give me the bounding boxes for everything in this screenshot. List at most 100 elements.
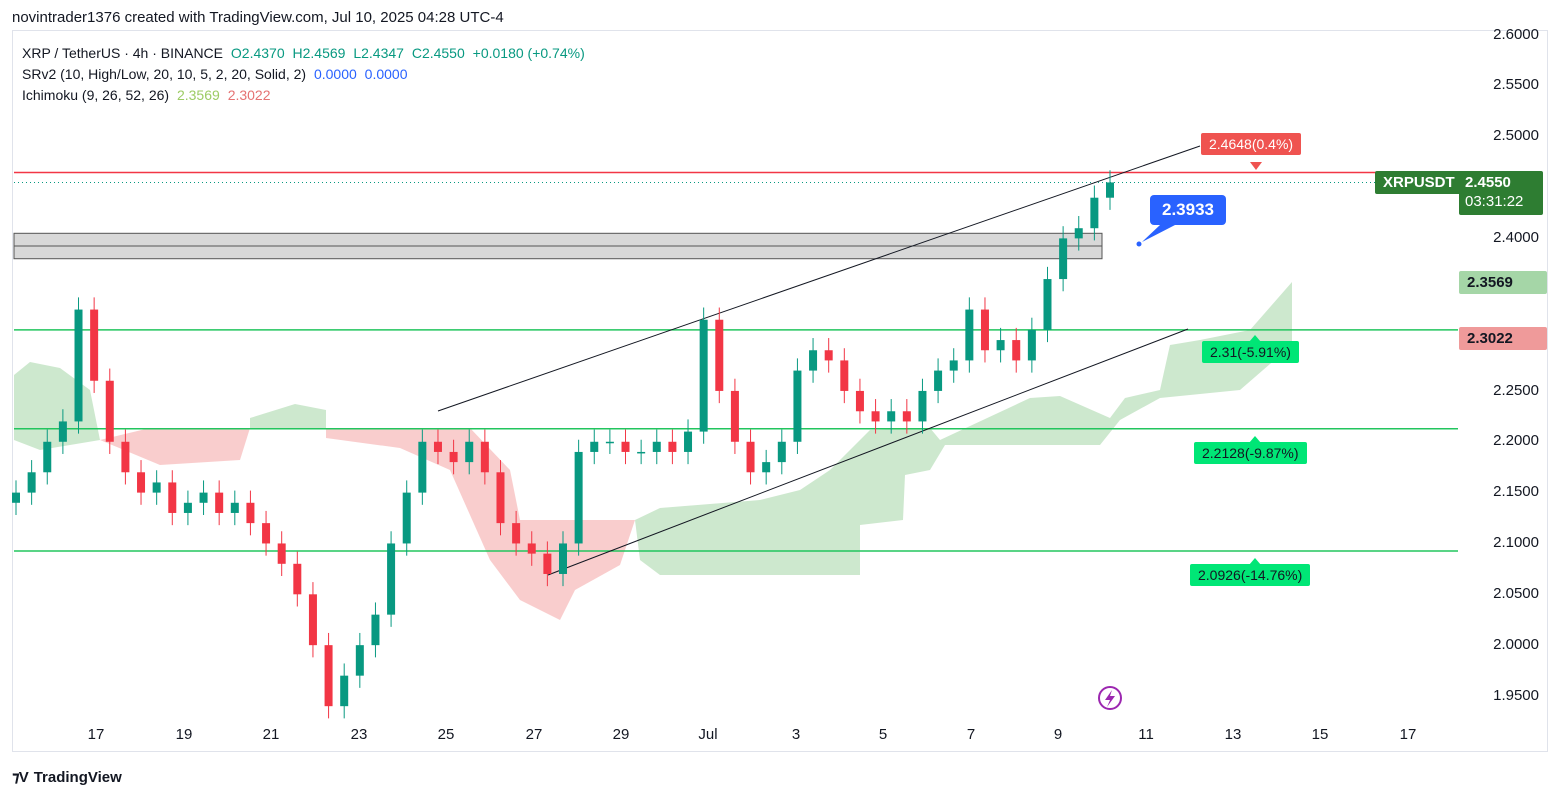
x-tick: 5 — [878, 726, 888, 743]
resistance-label-pointer — [1250, 162, 1262, 170]
y-tick: 2.1500 — [1493, 483, 1539, 500]
legend-symbol-row: XRP / TetherUS · 4h · BINANCE O2.4370 H2… — [22, 45, 589, 61]
candle-body — [793, 370, 802, 442]
callout-pointer — [1142, 225, 1175, 242]
candle-body — [183, 502, 192, 513]
x-tick: 7 — [966, 726, 976, 743]
y-tick: 2.1000 — [1493, 534, 1539, 551]
x-tick: Jul — [698, 726, 718, 743]
candle-body — [137, 472, 146, 493]
support-label-2: 2.2128(-9.87%) — [1194, 442, 1307, 464]
x-tick: 9 — [1053, 726, 1063, 743]
tradingview-logo[interactable]: ⁊V TradingView — [12, 768, 122, 787]
candle-body — [746, 441, 755, 473]
channel-upper-line — [437, 145, 1201, 412]
candle-body — [1074, 228, 1083, 239]
x-tick: 27 — [525, 726, 543, 743]
candle-body — [121, 441, 130, 473]
candle-body — [684, 431, 693, 452]
candle-body — [433, 441, 442, 452]
legend-ichimoku-value-2: 2.3022 — [227, 87, 271, 103]
legend-close: C2.4550 — [411, 45, 465, 61]
candle-body — [668, 441, 677, 452]
chart-frame — [12, 30, 1548, 752]
x-tick: 21 — [262, 726, 280, 743]
ichimoku-cloud-bullish — [14, 362, 100, 450]
x-tick: 17 — [1399, 726, 1417, 743]
candle-body — [74, 309, 83, 422]
x-tick: 19 — [175, 726, 193, 743]
candle-body — [324, 645, 333, 707]
legend-symbol[interactable]: XRP / TetherUS · 4h · BINANCE — [22, 45, 223, 61]
legend-ichimoku-row: Ichimoku (9, 26, 52, 26) 2.3569 2.3022 — [22, 87, 275, 103]
candle-body — [355, 645, 364, 676]
x-tick: 17 — [87, 726, 105, 743]
y-tick: 2.4000 — [1493, 229, 1539, 246]
candle-body — [996, 340, 1005, 351]
y-tick: 2.2500 — [1493, 382, 1539, 399]
candle-body — [1027, 329, 1036, 361]
candle-body — [949, 360, 958, 371]
y-tick: 1.9500 — [1493, 687, 1539, 704]
candle-body — [512, 523, 521, 544]
support-label-1: 2.31(-5.91%) — [1202, 341, 1299, 363]
candle-body — [699, 319, 708, 432]
ichimoku-cloud-bullish — [250, 404, 326, 428]
y-tick: 2.2000 — [1493, 432, 1539, 449]
support-label-pointer — [1249, 335, 1261, 342]
candle-body — [12, 492, 20, 503]
tradingview-mark-icon: ⁊V — [12, 769, 29, 786]
candle-body — [387, 543, 396, 615]
candle-body — [480, 441, 489, 473]
x-tick: 15 — [1311, 726, 1329, 743]
candle-body — [762, 462, 771, 473]
candle-body — [1043, 279, 1052, 330]
legend-srv2-value-1: 0.0000 — [313, 66, 357, 82]
x-tick: 25 — [437, 726, 455, 743]
x-tick: 13 — [1224, 726, 1242, 743]
candle-body — [527, 543, 536, 554]
candle-body — [43, 441, 52, 473]
candle-body — [230, 502, 239, 513]
candle-body — [621, 441, 630, 452]
candle-body — [90, 309, 99, 381]
candle-body — [496, 472, 505, 524]
legend-srv2[interactable]: SRv2 (10, High/Low, 20, 10, 5, 2, 20, So… — [22, 66, 307, 82]
candle-body — [574, 451, 583, 544]
tradingview-brand: TradingView — [33, 768, 122, 786]
y-tick: 2.6000 — [1493, 26, 1539, 43]
candle-body — [27, 472, 36, 493]
x-tick: 11 — [1138, 726, 1154, 743]
candle-body — [840, 360, 849, 391]
candle-body — [980, 309, 989, 351]
candle-body — [1090, 197, 1099, 229]
candle-body — [168, 482, 177, 513]
lightning-icon — [1098, 686, 1122, 710]
legend-ichimoku[interactable]: Ichimoku (9, 26, 52, 26) — [22, 87, 170, 103]
candle-body — [855, 390, 864, 412]
support-label-pointer — [1249, 436, 1261, 443]
y-tick: 2.0000 — [1493, 636, 1539, 653]
ichimoku-cloud-bearish — [100, 428, 250, 465]
candle-body — [637, 451, 646, 454]
y-tick: 2.0500 — [1493, 585, 1539, 602]
candle-body — [1059, 238, 1068, 280]
candle-body — [308, 594, 317, 646]
candle-body — [1106, 182, 1114, 198]
chart-caption: novintrader1376 created with TradingView… — [12, 9, 504, 26]
candle-body — [1012, 340, 1021, 361]
y-tick: 2.5000 — [1493, 127, 1539, 144]
candle-body — [871, 411, 880, 422]
legend-ichimoku-value-1: 2.3569 — [176, 87, 220, 103]
legend-open: O2.4370 — [230, 45, 285, 61]
legend-high: H2.4569 — [292, 45, 346, 61]
candle-body — [277, 543, 286, 564]
support-label-pointer — [1249, 558, 1261, 565]
candle-body — [730, 390, 739, 442]
candle-body — [965, 309, 974, 361]
legend-low: L2.4347 — [353, 45, 404, 61]
lightning-icon-bolt — [1105, 690, 1115, 707]
symbol-tag: XRPUSDT — [1375, 171, 1463, 194]
legend-change: +0.0180 (+0.74%) — [472, 45, 585, 61]
